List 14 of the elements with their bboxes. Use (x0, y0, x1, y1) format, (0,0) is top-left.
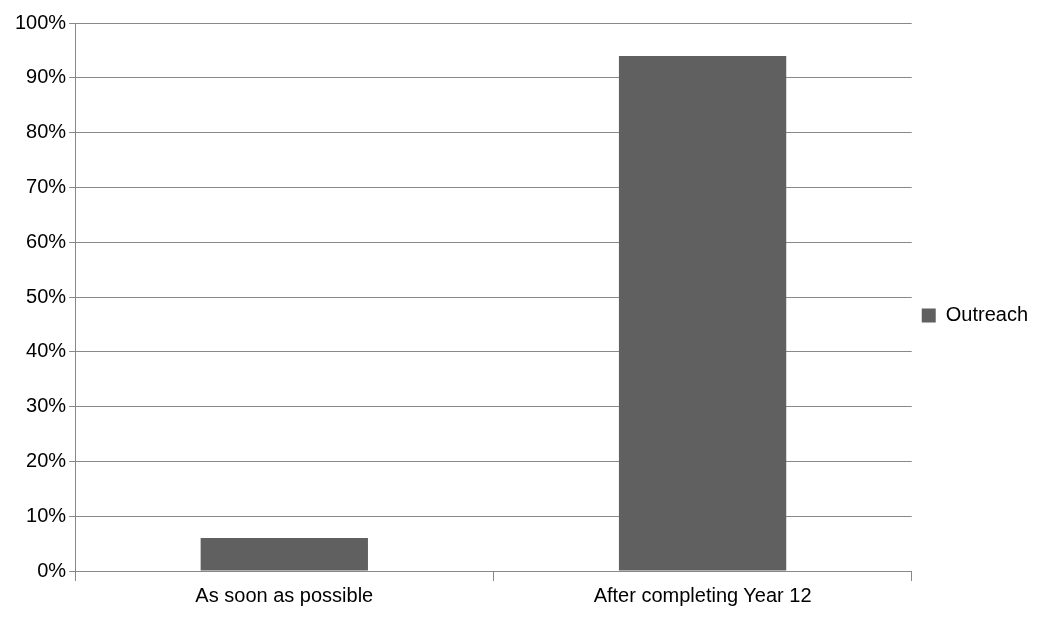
y-tick-label: 30% (26, 394, 67, 417)
x-tick-label: As soon as possible (195, 583, 374, 606)
y-tick-label: 50% (26, 284, 67, 307)
y-tick-label: 10% (26, 503, 67, 526)
y-tick-label: 100% (15, 10, 67, 33)
y-tick-label: 90% (26, 65, 67, 88)
legend-label: Outreach (945, 303, 1028, 326)
y-tick-label: 70% (26, 174, 67, 197)
y-tick-label: 40% (26, 339, 67, 362)
y-tick-label: 0% (37, 558, 67, 581)
y-tick-label: 20% (26, 448, 67, 471)
y-tick-label: 80% (26, 120, 67, 143)
y-tick-label: 60% (26, 229, 67, 252)
x-tick-label: After completing Year 12 (593, 583, 812, 606)
